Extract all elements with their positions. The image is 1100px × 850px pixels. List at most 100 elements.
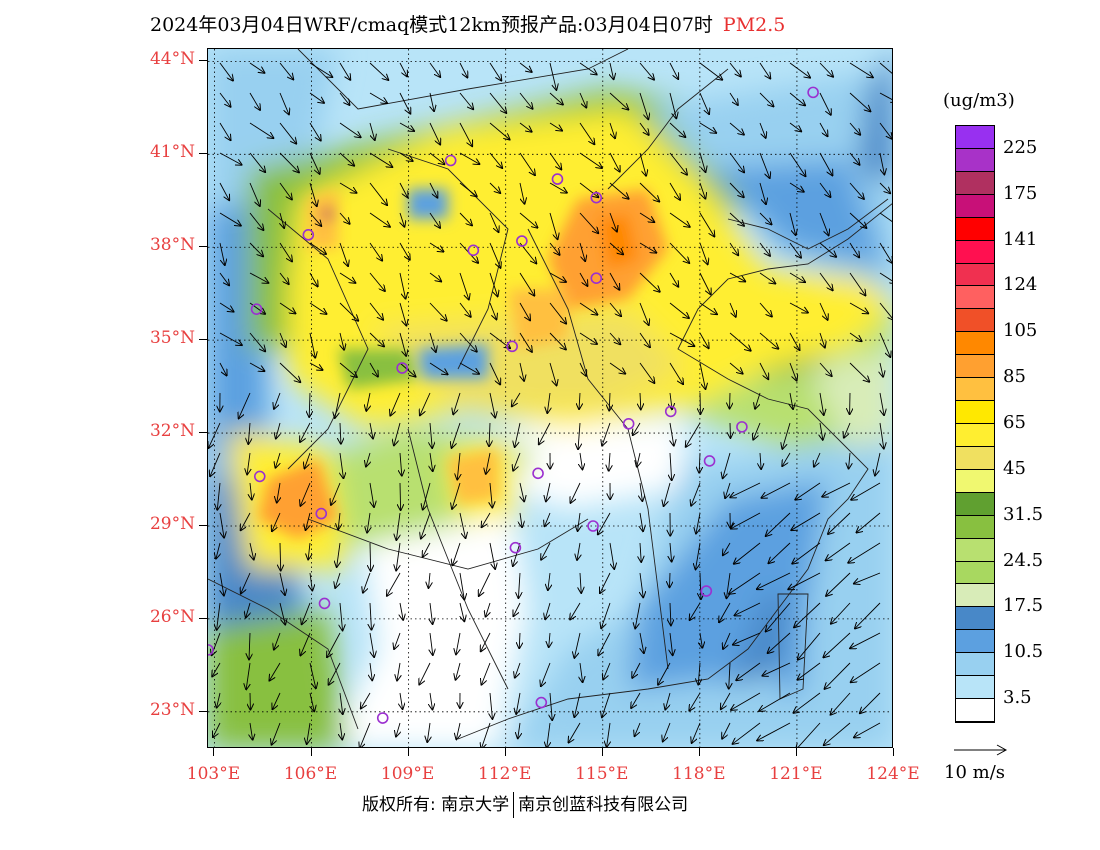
wind-arrow — [390, 392, 401, 416]
wind-arrow — [217, 602, 220, 630]
wind-arrow — [366, 392, 370, 411]
wind-arrow — [692, 722, 701, 743]
wind-arrow — [831, 692, 851, 715]
wind-arrow — [640, 542, 641, 562]
station-marker — [467, 244, 480, 257]
wind-arrow — [794, 602, 821, 627]
wind-arrow — [579, 332, 597, 344]
wind-arrow — [327, 632, 341, 657]
wind-arrow — [249, 302, 265, 314]
colorbar-label: 124 — [1003, 274, 1038, 296]
wind-arrow — [639, 182, 659, 202]
colorbar-swatch — [956, 401, 994, 424]
wind-arrow — [719, 602, 731, 622]
wind-arrow — [579, 272, 587, 286]
wind-arrow — [423, 482, 431, 510]
wind-arrow — [699, 182, 705, 199]
wind-arrow — [609, 392, 610, 410]
wind-arrow — [798, 632, 821, 660]
wind-arrow — [396, 512, 400, 540]
wind-arrow — [670, 452, 672, 480]
wind-arrow — [429, 302, 447, 321]
copyright-part2: 南京创蓝科技有限公司 — [518, 795, 689, 815]
wind-arrow — [369, 62, 388, 80]
wind-arrow — [639, 332, 650, 347]
station-marker — [250, 303, 263, 315]
wind-arrow — [699, 332, 709, 348]
wind-arrow — [782, 452, 791, 466]
wind-arrow — [513, 542, 521, 566]
station-marker — [807, 86, 819, 99]
wind-arrow — [796, 722, 821, 747]
colorbar-swatch — [956, 240, 994, 264]
wind-arrow — [665, 692, 671, 709]
wind-arrow — [459, 302, 471, 317]
wind-arrow — [399, 242, 410, 260]
wind-arrow — [819, 332, 825, 348]
wind-arrow — [459, 62, 467, 77]
station-marker — [590, 272, 603, 285]
longitude-tick — [504, 748, 506, 756]
colorbar-swatch — [956, 194, 994, 218]
wind-arrow — [335, 392, 341, 418]
longitude-tick — [213, 748, 215, 756]
map-panel[interactable] — [207, 48, 893, 748]
wind-arrow — [459, 572, 464, 600]
wind-arrow — [570, 602, 581, 619]
wind-arrow — [577, 542, 580, 560]
wind-arrow — [782, 422, 791, 449]
station-marker — [703, 455, 716, 467]
wind-arrow — [419, 662, 431, 684]
colorbar-swatch — [956, 148, 994, 172]
wind-arrow — [690, 602, 701, 620]
wind-arrow — [851, 662, 881, 682]
wind-arrow — [854, 572, 881, 584]
wind-arrow — [490, 482, 492, 507]
wind-arrow — [848, 542, 881, 563]
wind-arrow — [721, 692, 731, 709]
wind-arrow — [307, 722, 310, 744]
wind-arrow — [579, 362, 586, 376]
latitude-tick — [199, 60, 207, 62]
wind-arrow — [456, 722, 460, 739]
wind-arrow — [759, 302, 772, 317]
wind-arrow — [766, 512, 791, 536]
wind-arrow — [459, 272, 469, 300]
wind-arrow — [219, 512, 224, 538]
wind-arrow — [219, 242, 225, 265]
wind-arrow — [279, 152, 299, 172]
wind-arrow — [579, 182, 598, 197]
colorbar-label: 10.5 — [1003, 641, 1044, 663]
wind-arrow — [309, 272, 318, 286]
wind-arrow — [691, 482, 701, 506]
wind-arrow — [279, 272, 289, 284]
wind-arrow — [309, 662, 316, 688]
wind-arrow — [759, 62, 770, 79]
wind-arrow — [279, 122, 296, 144]
wind-arrow — [850, 632, 881, 648]
colorbar-swatch — [956, 309, 994, 333]
station-marker — [506, 340, 518, 353]
wind-arrow — [280, 542, 281, 570]
wind-arrow — [331, 482, 341, 505]
wind-arrow — [369, 632, 374, 657]
wind-arrow — [340, 422, 341, 444]
wind-arrow — [849, 152, 859, 165]
wind-arrow — [482, 512, 491, 527]
wind-arrow — [429, 272, 441, 281]
wind-arrow — [367, 512, 370, 533]
wind-arrow — [430, 452, 433, 471]
wind-arrow — [603, 662, 611, 679]
wind-arrow — [578, 422, 580, 449]
wind-arrow — [459, 92, 473, 109]
wind-arrow — [790, 392, 793, 409]
wind-arrow — [819, 302, 828, 320]
wind-arrow — [456, 632, 460, 654]
wind-arrow — [335, 572, 341, 588]
wind-arrow — [216, 542, 220, 558]
wind-arrow — [574, 692, 581, 717]
wind-arrow — [549, 122, 562, 131]
wind-arrow — [247, 452, 250, 474]
colorbar-swatch — [956, 424, 994, 447]
wind-arrow — [459, 332, 477, 352]
